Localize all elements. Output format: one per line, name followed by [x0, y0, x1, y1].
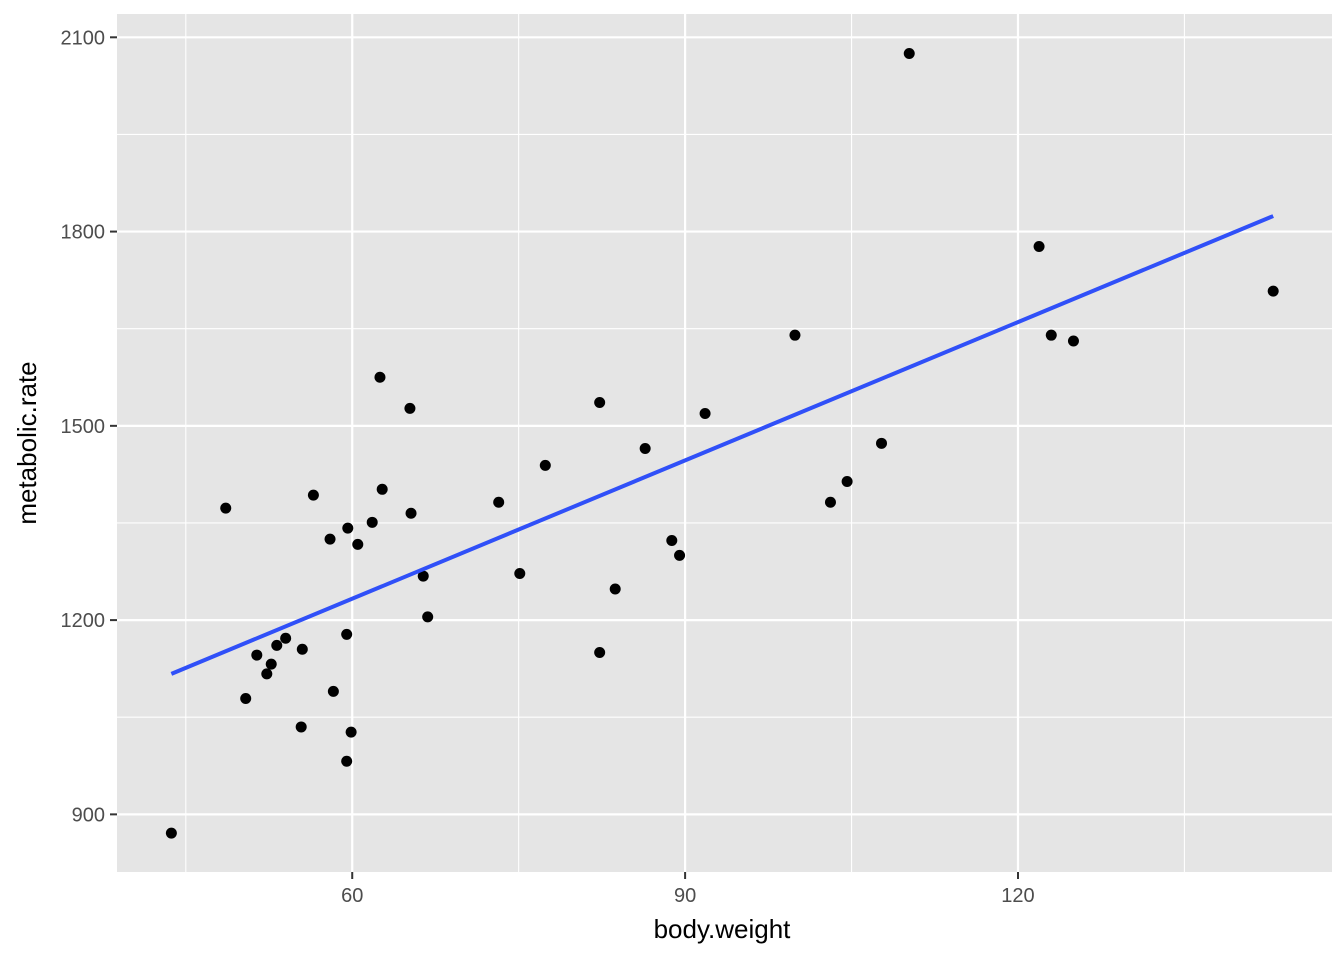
y-tick-label: 1800: [61, 222, 106, 244]
data-point: [1067, 335, 1079, 347]
data-point: [493, 496, 505, 508]
y-tick-label: 900: [72, 804, 105, 826]
data-point: [824, 496, 836, 508]
data-point: [376, 483, 388, 495]
data-point: [220, 502, 232, 514]
data-point: [1045, 329, 1057, 341]
data-point: [265, 658, 277, 670]
data-point: [841, 476, 853, 488]
data-point: [165, 827, 177, 839]
data-point: [609, 583, 621, 595]
data-point: [594, 646, 606, 658]
data-point: [1267, 285, 1279, 297]
data-point: [345, 726, 357, 738]
data-point: [674, 549, 686, 561]
y-tick-label: 1500: [61, 416, 106, 438]
x-tick-label: 60: [341, 885, 363, 907]
data-point: [271, 639, 283, 651]
data-point: [422, 611, 434, 623]
data-point: [639, 443, 651, 455]
data-point: [514, 567, 526, 579]
data-point: [324, 533, 336, 545]
data-point: [666, 534, 678, 546]
data-point: [374, 371, 386, 383]
data-point: [789, 329, 801, 341]
x-tick-label: 90: [674, 885, 696, 907]
data-point: [903, 48, 915, 60]
data-point: [261, 668, 273, 680]
data-point: [342, 522, 354, 534]
data-point: [876, 437, 888, 449]
x-tick-label: 120: [1001, 885, 1034, 907]
data-point: [539, 459, 551, 471]
data-point: [327, 685, 339, 697]
data-point: [341, 755, 353, 767]
y-axis-label: metabolic.rate: [12, 361, 42, 524]
data-point: [251, 649, 263, 661]
data-point: [295, 721, 307, 733]
data-point: [296, 643, 308, 655]
data-point: [417, 570, 429, 582]
data-point: [307, 489, 319, 501]
x-axis-label: body.weight: [654, 914, 792, 944]
regression-line: [170, 214, 1274, 676]
y-tick-label: 2100: [61, 27, 106, 49]
data-point: [341, 628, 353, 640]
data-point: [366, 516, 378, 528]
data-point: [240, 692, 252, 704]
data-point: [352, 538, 364, 550]
data-point: [404, 402, 416, 414]
data-point: [699, 408, 711, 420]
data-point: [405, 507, 417, 519]
y-tick-label: 1200: [61, 610, 106, 632]
data-point: [280, 632, 292, 644]
data-point: [1033, 240, 1045, 252]
data-point: [594, 397, 606, 409]
